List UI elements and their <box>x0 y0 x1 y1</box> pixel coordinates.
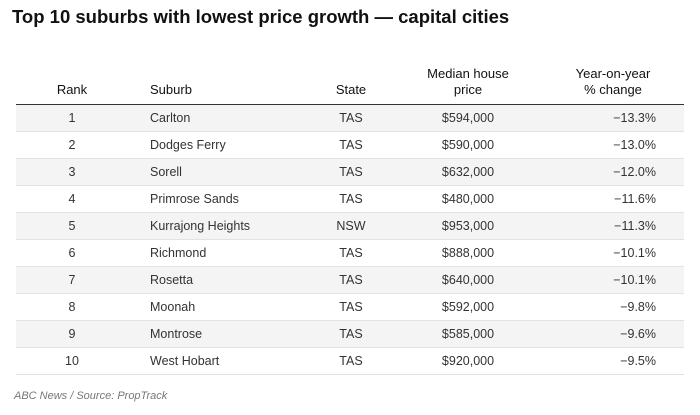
cell-suburb: Kurrajong Heights <box>128 212 298 240</box>
column-header-median-house-price: Median house price <box>404 54 532 105</box>
table-row: 1 Carlton TAS $594,000 −13.3% <box>16 104 684 132</box>
cell-change: −10.1% <box>532 239 684 267</box>
cell-change: −13.3% <box>532 104 684 132</box>
suburbs-table: Rank Suburb State Median house price Yea… <box>16 54 684 375</box>
cell-rank: 7 <box>16 266 128 294</box>
cell-suburb: Dodges Ferry <box>128 131 298 159</box>
cell-change: −12.0% <box>532 158 684 186</box>
table-row: 7 Rosetta TAS $640,000 −10.1% <box>16 266 684 294</box>
table-row: 10 West Hobart TAS $920,000 −9.5% <box>16 347 684 375</box>
cell-suburb: Carlton <box>128 104 298 132</box>
cell-change: −11.6% <box>532 185 684 213</box>
table-row: 2 Dodges Ferry TAS $590,000 −13.0% <box>16 131 684 159</box>
table-row: 8 Moonah TAS $592,000 −9.8% <box>16 293 684 321</box>
cell-suburb: Moonah <box>128 293 298 321</box>
column-header-change-line1: Year-on-year <box>575 66 651 81</box>
cell-change: −9.6% <box>532 320 684 348</box>
column-header-change-line2: % change <box>584 82 642 97</box>
cell-rank: 3 <box>16 158 128 186</box>
cell-state: TAS <box>298 239 404 267</box>
cell-price: $585,000 <box>404 320 532 348</box>
cell-suburb: Primrose Sands <box>128 185 298 213</box>
column-header-suburb: Suburb <box>128 54 298 105</box>
cell-price: $592,000 <box>404 293 532 321</box>
column-header-rank: Rank <box>16 54 128 105</box>
cell-price: $590,000 <box>404 131 532 159</box>
cell-rank: 5 <box>16 212 128 240</box>
cell-state: TAS <box>298 347 404 375</box>
column-header-price-line2: price <box>453 82 483 97</box>
cell-state: TAS <box>298 104 404 132</box>
cell-price: $640,000 <box>404 266 532 294</box>
cell-state: TAS <box>298 131 404 159</box>
cell-price: $888,000 <box>404 239 532 267</box>
cell-rank: 6 <box>16 239 128 267</box>
cell-suburb: Richmond <box>128 239 298 267</box>
table-row: 3 Sorell TAS $632,000 −12.0% <box>16 158 684 186</box>
column-header-state: State <box>298 54 404 105</box>
table-row: 4 Primrose Sands TAS $480,000 −11.6% <box>16 185 684 213</box>
cell-state: TAS <box>298 185 404 213</box>
cell-price: $920,000 <box>404 347 532 375</box>
cell-rank: 9 <box>16 320 128 348</box>
cell-suburb: West Hobart <box>128 347 298 375</box>
column-header-price-line1: Median house <box>427 66 509 81</box>
cell-state: TAS <box>298 320 404 348</box>
cell-state: TAS <box>298 158 404 186</box>
cell-rank: 2 <box>16 131 128 159</box>
cell-state: NSW <box>298 212 404 240</box>
cell-price: $953,000 <box>404 212 532 240</box>
table-row: 6 Richmond TAS $888,000 −10.1% <box>16 239 684 267</box>
cell-change: −13.0% <box>532 131 684 159</box>
cell-change: −9.5% <box>532 347 684 375</box>
cell-change: −10.1% <box>532 266 684 294</box>
cell-state: TAS <box>298 266 404 294</box>
table-row: 9 Montrose TAS $585,000 −9.6% <box>16 320 684 348</box>
table-title: Top 10 suburbs with lowest price growth … <box>12 6 510 27</box>
cell-suburb: Montrose <box>128 320 298 348</box>
table-row: 5 Kurrajong Heights NSW $953,000 −11.3% <box>16 212 684 240</box>
cell-state: TAS <box>298 293 404 321</box>
cell-rank: 10 <box>16 347 128 375</box>
cell-price: $632,000 <box>404 158 532 186</box>
cell-rank: 4 <box>16 185 128 213</box>
cell-suburb: Sorell <box>128 158 298 186</box>
cell-rank: 8 <box>16 293 128 321</box>
cell-rank: 1 <box>16 104 128 132</box>
source-credit: ABC News / Source: PropTrack <box>14 390 168 402</box>
cell-change: −9.8% <box>532 293 684 321</box>
column-header-yoy-change: Year-on-year % change <box>532 54 684 105</box>
cell-change: −11.3% <box>532 212 684 240</box>
cell-price: $480,000 <box>404 185 532 213</box>
cell-suburb: Rosetta <box>128 266 298 294</box>
header-row: Rank Suburb State Median house price Yea… <box>16 54 684 105</box>
cell-price: $594,000 <box>404 104 532 132</box>
